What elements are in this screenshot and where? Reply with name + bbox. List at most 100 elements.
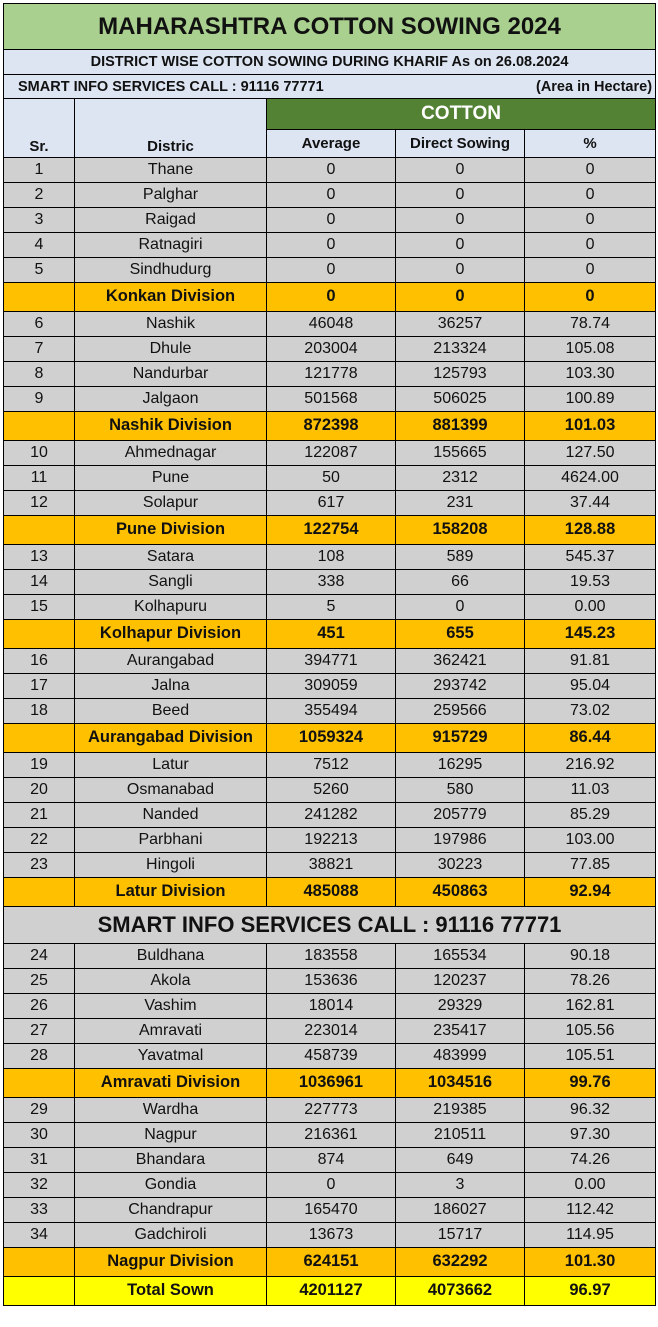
average-cell: 0 — [266, 281, 396, 312]
direct-sowing-cell: 506025 — [395, 385, 525, 412]
total-row: Total Sown 4201127 4073662 96.97 — [3, 1275, 657, 1306]
banner-row: SMART INFO SERVICES CALL : 91116 77771 — [2, 905, 657, 944]
district-name-cell: Palghar — [74, 181, 267, 208]
district-name-cell: Nagpur Division — [74, 1246, 267, 1277]
sr-cell: 16 — [3, 647, 75, 674]
percent-cell: 92.94 — [523, 876, 657, 907]
direct-sowing-cell: 15717 — [395, 1221, 525, 1248]
percent-cell: 103.00 — [523, 826, 657, 853]
direct-sowing-cell: 632292 — [395, 1246, 525, 1277]
subtitle-row: DISTRICT WISE COTTON SOWING DURING KHARI… — [2, 49, 657, 75]
sr-cell: 14 — [3, 568, 75, 595]
district-name-cell: Sindhudurg — [74, 256, 267, 283]
district-name-cell: Satara — [74, 543, 267, 570]
district-name-cell: Nagpur — [74, 1121, 267, 1148]
average-cell: 355494 — [266, 697, 396, 724]
district-row: 8 Nandurbar 121778 125793 103.30 — [3, 360, 657, 387]
district-row: 5 Sindhudurg 0 0 0 — [3, 256, 657, 283]
average-cell: 183558 — [266, 942, 396, 969]
sr-cell: 10 — [3, 439, 75, 466]
percent-cell: 0 — [523, 281, 657, 312]
percent-cell: 100.89 — [523, 385, 657, 412]
district-name-cell: Akola — [74, 967, 267, 994]
group-header-row: COTTON — [3, 98, 657, 130]
direct-sowing-cell: 16295 — [395, 751, 525, 778]
cotton-sowing-sheet: MAHARASHTRA COTTON SOWING 2024 DISTRICT … — [2, 3, 657, 1306]
direct-sowing-cell: 0 — [395, 281, 525, 312]
sr-cell: 5 — [3, 256, 75, 283]
percent-cell: 96.32 — [523, 1096, 657, 1123]
average-header: Average — [266, 129, 396, 158]
direct-sowing-cell: 3 — [395, 1171, 525, 1198]
district-name-cell: Ratnagiri — [74, 231, 267, 258]
average-cell: 451 — [266, 618, 396, 649]
district-row: 29 Wardha 227773 219385 96.32 — [3, 1096, 657, 1123]
sr-cell — [3, 1275, 75, 1306]
district-row: 9 Jalgaon 501568 506025 100.89 — [3, 385, 657, 412]
district-name-cell: Nashik — [74, 310, 267, 337]
sr-cell: 18 — [3, 697, 75, 724]
direct-sowing-cell: 205779 — [395, 801, 525, 828]
sr-cell: 21 — [3, 801, 75, 828]
sr-cell: 29 — [3, 1096, 75, 1123]
sr-cell: 9 — [3, 385, 75, 412]
percent-cell: 96.97 — [523, 1275, 657, 1306]
direct-sowing-cell: 450863 — [395, 876, 525, 907]
average-cell: 153636 — [266, 967, 396, 994]
percent-header: % — [523, 129, 657, 158]
direct-sowing-cell: 2312 — [395, 464, 525, 491]
average-cell: 0 — [266, 231, 396, 258]
district-name-cell: Nanded — [74, 801, 267, 828]
average-cell: 50 — [266, 464, 396, 491]
direct-sowing-cell: 649 — [395, 1146, 525, 1173]
average-cell: 122087 — [266, 439, 396, 466]
percent-cell: 101.30 — [523, 1246, 657, 1277]
direct-sowing-cell: 259566 — [395, 697, 525, 724]
direct-sowing-cell: 0 — [395, 181, 525, 208]
sr-cell — [3, 618, 75, 649]
direct-sowing-cell: 1034516 — [395, 1067, 525, 1098]
average-cell: 0 — [266, 156, 396, 183]
sr-header: Sr. — [3, 129, 75, 158]
district-name-cell: Kolhapuru — [74, 593, 267, 620]
district-name-cell: Chandrapur — [74, 1196, 267, 1223]
district-name-cell: Ahmednagar — [74, 439, 267, 466]
direct-sowing-cell: 219385 — [395, 1096, 525, 1123]
direct-sowing-cell: 158208 — [395, 514, 525, 545]
sr-cell: 2 — [3, 181, 75, 208]
column-header-row: Sr. Distric Average Direct Sowing % — [3, 129, 657, 158]
average-cell: 121778 — [266, 360, 396, 387]
average-cell: 223014 — [266, 1017, 396, 1044]
sr-cell: 8 — [3, 360, 75, 387]
sr-cell: 20 — [3, 776, 75, 803]
percent-cell: 0.00 — [523, 593, 657, 620]
direct-sowing-cell: 235417 — [395, 1017, 525, 1044]
district-name-cell: Dhule — [74, 335, 267, 362]
direct-sowing-cell: 0 — [395, 231, 525, 258]
sr-cell: 6 — [3, 310, 75, 337]
average-cell: 1059324 — [266, 722, 396, 753]
percent-cell: 78.74 — [523, 310, 657, 337]
district-row: 27 Amravati 223014 235417 105.56 — [3, 1017, 657, 1044]
district-row: 18 Beed 355494 259566 73.02 — [3, 697, 657, 724]
district-row: 6 Nashik 46048 36257 78.74 — [3, 310, 657, 337]
district-name-cell: Buldhana — [74, 942, 267, 969]
district-row: 17 Jalna 309059 293742 95.04 — [3, 672, 657, 699]
district-name-cell: Yavatmal — [74, 1042, 267, 1069]
average-cell: 227773 — [266, 1096, 396, 1123]
direct-sowing-cell: 197986 — [395, 826, 525, 853]
district-name-cell: Konkan Division — [74, 281, 267, 312]
division-subtotal-row: Amravati Division 1036961 1034516 99.76 — [3, 1067, 657, 1098]
district-name-cell: Sangli — [74, 568, 267, 595]
average-cell: 0 — [266, 181, 396, 208]
percent-cell: 145.23 — [523, 618, 657, 649]
district-name-cell: Pune Division — [74, 514, 267, 545]
direct-sowing-cell: 125793 — [395, 360, 525, 387]
page-title: MAHARASHTRA COTTON SOWING 2024 — [2, 3, 657, 50]
average-cell: 4201127 — [266, 1275, 396, 1306]
district-name-cell: Amravati — [74, 1017, 267, 1044]
percent-cell: 0 — [523, 206, 657, 233]
direct-sowing-cell: 0 — [395, 256, 525, 283]
percent-cell: 112.42 — [523, 1196, 657, 1223]
direct-sowing-cell: 362421 — [395, 647, 525, 674]
